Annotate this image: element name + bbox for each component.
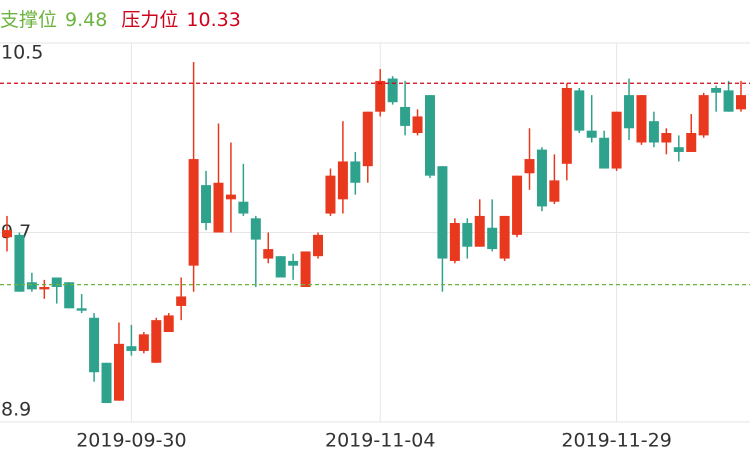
candle-body	[549, 180, 560, 202]
support-label: 支撑位	[0, 9, 58, 31]
resistance-value: 10.33	[186, 9, 241, 31]
candle-body	[188, 159, 199, 266]
candle-body	[437, 166, 448, 259]
candle-body	[138, 334, 149, 351]
candle-body	[300, 251, 311, 287]
candle-body	[39, 286, 50, 290]
candle-body	[611, 111, 622, 169]
candle-body	[624, 95, 635, 129]
candle-body	[400, 106, 411, 126]
candle-body	[225, 194, 236, 200]
candle-body	[325, 175, 336, 214]
candle-body	[201, 185, 212, 224]
candle-body	[661, 133, 672, 143]
candle-body	[176, 296, 187, 306]
y-tick-label: 8.9	[1, 399, 31, 421]
candle-body	[126, 346, 137, 351]
header: 支撑位 9.48 压力位 10.33	[0, 5, 249, 32]
candle-body	[736, 95, 746, 110]
candle-body	[151, 320, 162, 363]
candle-body	[163, 315, 174, 332]
x-tick-label: 2019-09-30	[76, 430, 186, 452]
candle-body	[89, 317, 100, 373]
candle-body	[337, 161, 348, 200]
candle-body	[238, 201, 249, 214]
candle-body	[387, 78, 398, 103]
candle-body	[462, 223, 473, 247]
candle-body	[14, 234, 25, 292]
candle-body	[636, 95, 647, 143]
candle-body	[686, 133, 697, 152]
candle-body	[113, 343, 124, 401]
candle-body	[350, 161, 361, 183]
candle-body	[449, 223, 460, 261]
candle-body	[64, 282, 75, 309]
candle-body	[275, 256, 286, 278]
candle-body	[487, 227, 498, 250]
candle-body	[362, 111, 373, 167]
candle-body	[424, 95, 435, 176]
y-tick-label: 10.5	[1, 42, 43, 64]
candle-body	[648, 121, 659, 143]
candle-body	[250, 218, 261, 240]
candle-body	[288, 260, 299, 266]
candle-body	[474, 215, 485, 247]
candle-body	[101, 362, 112, 404]
candle-body	[51, 277, 62, 287]
candle-body	[586, 130, 597, 138]
candle-body	[412, 116, 423, 134]
candle-body	[213, 182, 224, 233]
candle-body	[574, 90, 585, 131]
candle-body	[313, 234, 324, 257]
candle-body	[26, 282, 37, 290]
candle-body	[536, 149, 547, 207]
candle-body	[76, 308, 87, 311]
candle-body	[599, 137, 610, 169]
candle-body	[512, 175, 523, 235]
candle-body	[524, 159, 535, 174]
resistance-label: 压力位	[121, 9, 179, 31]
candle-body	[673, 147, 684, 152]
candle-body	[723, 90, 734, 112]
x-tick-label: 2019-11-04	[325, 430, 435, 452]
candle-body	[263, 249, 274, 259]
candle-body	[2, 230, 12, 238]
x-tick-label: 2019-11-29	[561, 430, 671, 452]
candle-body	[711, 88, 722, 93]
candle-body	[499, 215, 510, 259]
candle-body	[698, 95, 709, 136]
candle-body	[561, 88, 572, 164]
support-value: 9.48	[65, 9, 108, 31]
candle-body	[375, 80, 386, 112]
